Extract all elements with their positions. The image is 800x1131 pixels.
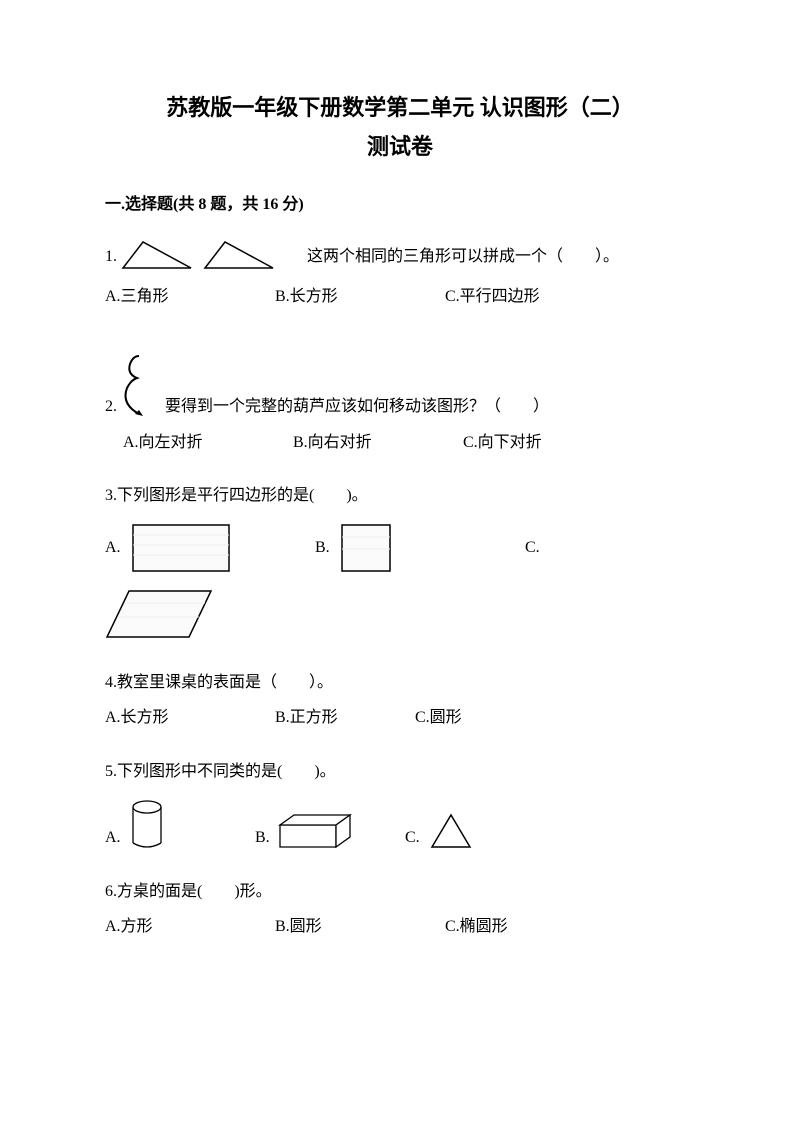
rectangle-icon xyxy=(131,523,231,573)
q2-option-b: B.向右对折 xyxy=(293,430,463,456)
q2-text: 要得到一个完整的葫芦应该如何移动该图形？（ ） xyxy=(165,394,549,420)
q5-option-c-label: C. xyxy=(405,825,420,851)
q4-number: 4. xyxy=(105,674,117,691)
q6-text: 方桌的面是( )形。 xyxy=(117,883,272,900)
page-title-line1: 苏教版一年级下册数学第二单元 认识图形（二） xyxy=(105,90,695,125)
question-5: 5.下列图形中不同类的是( )。 A. B. C. xyxy=(105,759,695,851)
q1-triangles xyxy=(121,240,275,270)
question-4: 4.教室里课桌的表面是（ ）。 A.长方形 B.正方形 C.圆形 xyxy=(105,670,695,731)
q2-number: 2. xyxy=(105,394,117,420)
half-gourd-icon xyxy=(119,350,159,420)
parallelogram-icon xyxy=(105,587,215,642)
q3-option-a-label: A. xyxy=(105,535,121,561)
q2-option-c: C.向下对折 xyxy=(463,430,633,456)
q4-text: 教室里课桌的表面是（ ）。 xyxy=(117,674,333,691)
page-title-line2: 测试卷 xyxy=(105,129,695,164)
cuboid-icon xyxy=(278,813,358,851)
q6-option-a: A.方形 xyxy=(105,914,275,940)
q1-number: 1. xyxy=(105,244,117,270)
q3-text: 下列图形是平行四边形的是( )。 xyxy=(117,487,368,504)
q1-option-a: A.三角形 xyxy=(105,284,275,310)
triangle-icon xyxy=(203,240,275,270)
q3-option-b-label: B. xyxy=(315,535,330,561)
q5-option-b-label: B. xyxy=(255,825,270,851)
q4-option-a: A.长方形 xyxy=(105,705,275,731)
q6-option-c: C.椭圆形 xyxy=(445,914,615,940)
q5-text: 下列图形中不同类的是( )。 xyxy=(117,763,336,780)
triangle-outline-icon xyxy=(428,811,474,851)
cylinder-icon xyxy=(129,799,165,851)
square-icon xyxy=(340,523,394,573)
question-2: 2. 要得到一个完整的葫芦应该如何移动该图形？（ ） A.向左对折 B.向右对折… xyxy=(105,350,695,456)
q3-number: 3. xyxy=(105,487,117,504)
q1-text: 这两个相同的三角形可以拼成一个（ ）。 xyxy=(307,244,619,270)
q6-option-b: B.圆形 xyxy=(275,914,445,940)
q4-option-b: B.正方形 xyxy=(275,705,415,731)
q2-option-a: A.向左对折 xyxy=(123,430,293,456)
question-6: 6.方桌的面是( )形。 A.方形 B.圆形 C.椭圆形 xyxy=(105,879,695,940)
section-1-header: 一.选择题(共 8 题，共 16 分) xyxy=(105,192,695,218)
question-3: 3.下列图形是平行四边形的是( )。 A. B. C. xyxy=(105,483,695,642)
q1-option-b: B.长方形 xyxy=(275,284,445,310)
q3-option-c-label: C. xyxy=(525,535,540,561)
question-1: 1. 这两个相同的三角形可以拼成一个（ ）。 A.三角形 B.长方形 C.平行四… xyxy=(105,240,695,310)
q6-number: 6. xyxy=(105,883,117,900)
q1-option-c: C.平行四边形 xyxy=(445,284,615,310)
q5-number: 5. xyxy=(105,763,117,780)
q5-option-a-label: A. xyxy=(105,825,121,851)
q4-option-c: C.圆形 xyxy=(415,705,555,731)
triangle-icon xyxy=(121,240,193,270)
